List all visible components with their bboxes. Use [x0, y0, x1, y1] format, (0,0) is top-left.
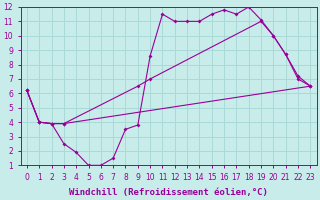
X-axis label: Windchill (Refroidissement éolien,°C): Windchill (Refroidissement éolien,°C): [69, 188, 268, 197]
